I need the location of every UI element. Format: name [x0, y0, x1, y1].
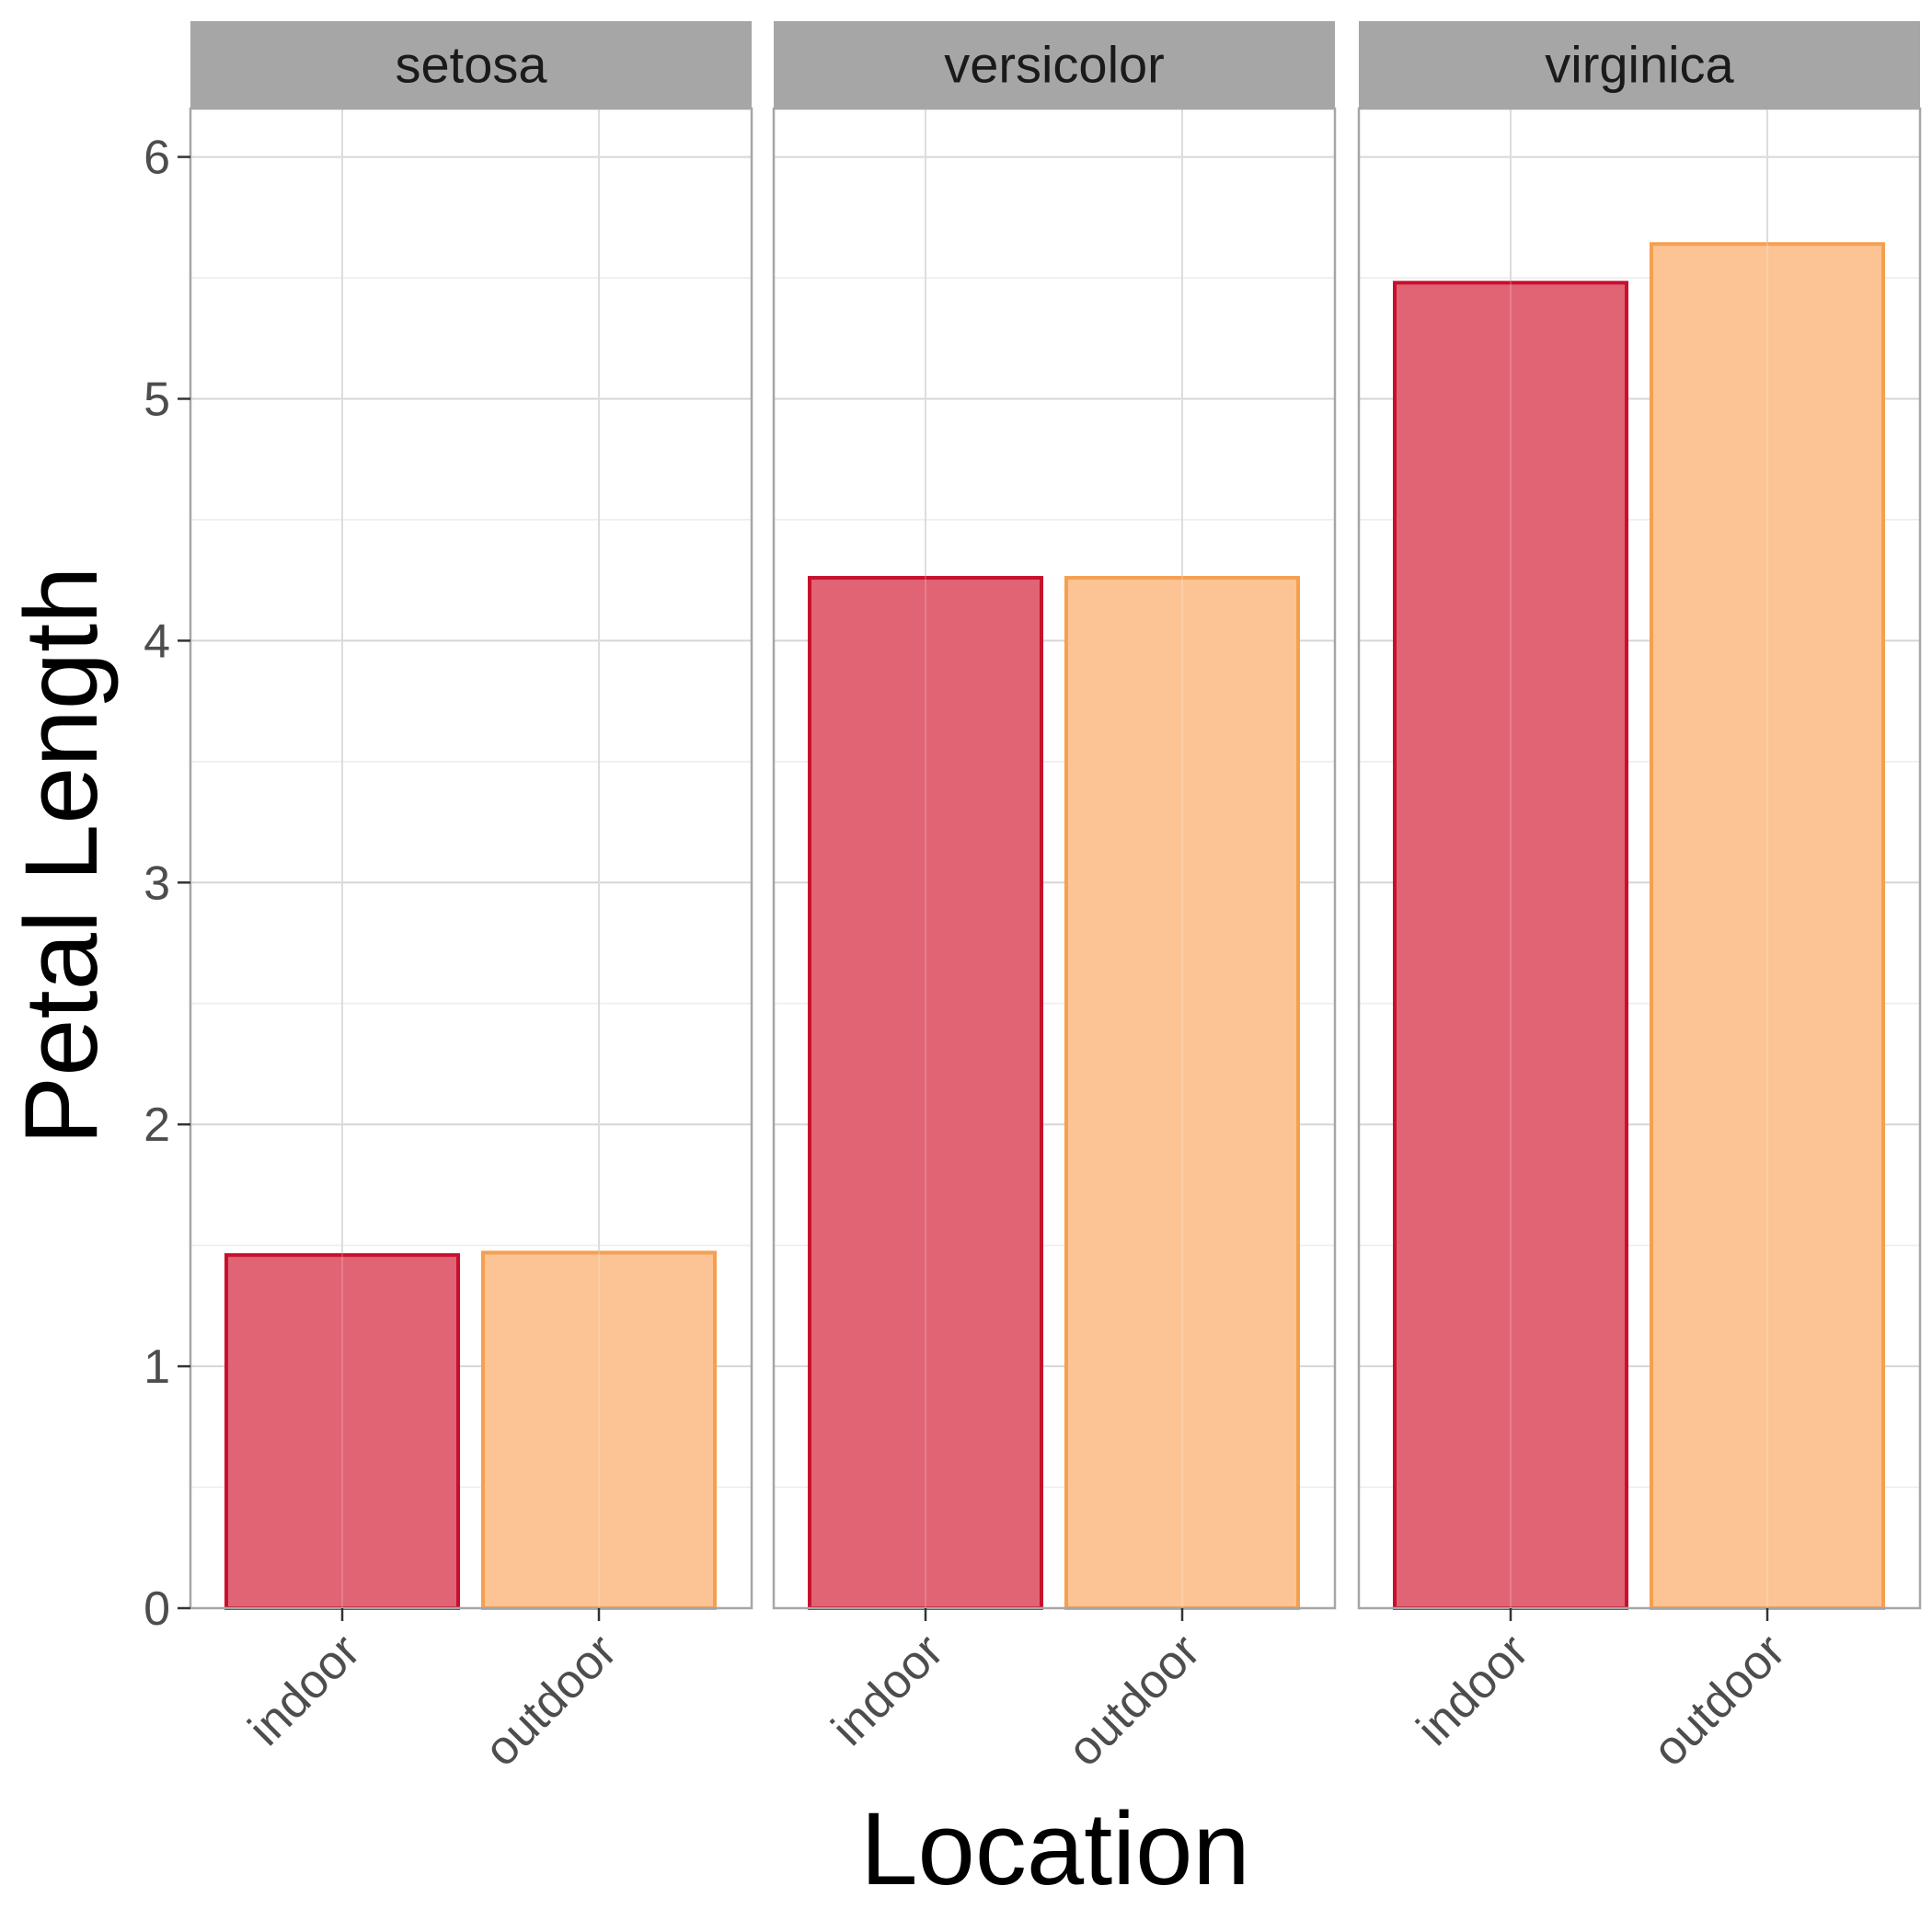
x-tick-label-outdoor: outdoor: [1643, 1624, 1796, 1777]
y-axis: 0 1 2 3 4 5 6: [144, 132, 190, 1636]
facet-strip: [774, 21, 1335, 109]
facet-strip: [190, 21, 752, 109]
bar-virginica-indoor: [1393, 281, 1628, 1611]
bar-setosa-outdoor: [481, 1250, 717, 1610]
x-tick-label-outdoor: outdoor: [475, 1624, 627, 1777]
y-tick-label: 2: [144, 1098, 170, 1152]
x-tick-label-indoor: indoor: [822, 1624, 953, 1755]
x-tick-label-outdoor: outdoor: [1058, 1624, 1211, 1777]
x-tick-label-indoor: indoor: [238, 1624, 370, 1755]
y-tick-label: 0: [144, 1582, 170, 1636]
y-axis-title: Petal Length: [4, 567, 119, 1145]
facet-panel-setosa: setosa indoor outdoor: [189, 21, 753, 1777]
y-tick-label: 4: [144, 615, 170, 668]
facet-panel-virginica: virginica indoor outdoor: [1357, 21, 1922, 1777]
y-tick-label: 1: [144, 1340, 170, 1394]
facet-strip: [1359, 21, 1920, 109]
y-tick-label: 3: [144, 857, 170, 910]
x-axis-title: Location: [860, 1791, 1249, 1906]
bar-versicolor-outdoor: [1064, 576, 1300, 1611]
bar-versicolor-indoor: [808, 576, 1043, 1611]
x-tick-label-indoor: indoor: [1407, 1624, 1538, 1755]
facet-panel-versicolor: versicolor indoor outdoor: [772, 21, 1337, 1777]
panels-layer: setosa indoor outdoor versicolor indoor outdo…: [189, 21, 1922, 1777]
facet-strip-label: versicolor: [944, 36, 1165, 94]
y-tick-label: 6: [144, 132, 170, 185]
facet-strip-label: setosa: [396, 36, 548, 94]
bar-virginica-outdoor: [1650, 242, 1885, 1610]
bar-setosa-indoor: [224, 1253, 460, 1610]
y-tick-label: 5: [144, 373, 170, 426]
facet-strip-label: virginica: [1545, 36, 1734, 94]
